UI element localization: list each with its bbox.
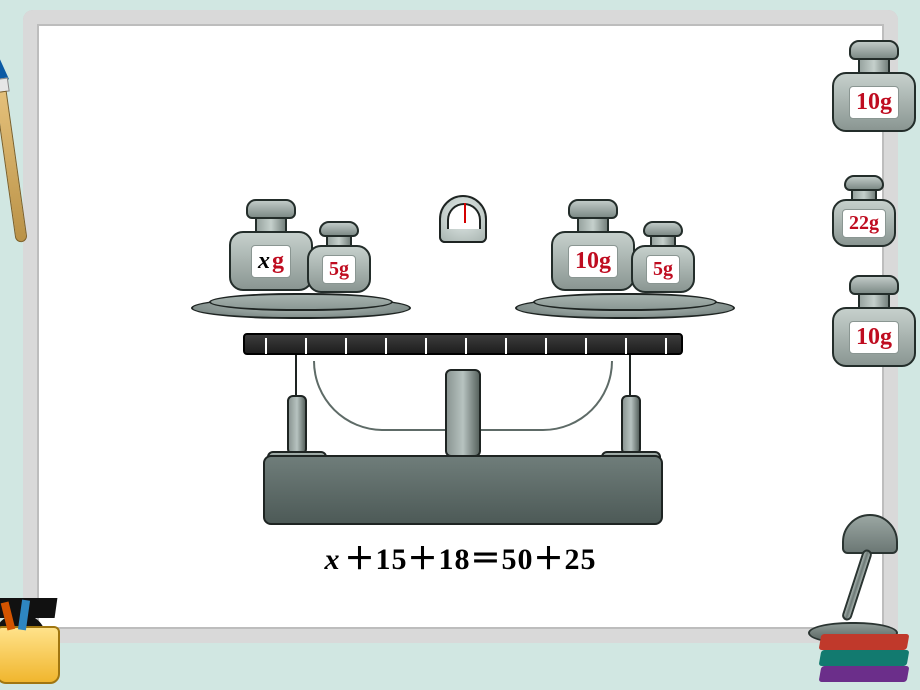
whiteboard: xg 5g 10g 5g x＋15＋18＝50＋25 [23, 10, 898, 643]
scale-beam [243, 333, 683, 355]
pencilcup-decor [0, 626, 60, 684]
equation-text: ＋15＋18＝50＋25 [345, 543, 597, 576]
weight-x-label: xg [251, 245, 291, 278]
scale-hanger-left [295, 355, 297, 399]
side-weight-2: 10g [832, 275, 916, 367]
weight-left-5g: 5g [307, 221, 371, 293]
side-weight-0: 10g [832, 40, 916, 132]
scale-base [263, 455, 663, 525]
scale-dial [439, 195, 487, 243]
weight-right-5g: 5g [631, 221, 695, 293]
weight-right-5g-label: 5g [646, 255, 680, 284]
weight-right-10g-label: 10g [568, 245, 618, 278]
scale-post-right [621, 395, 641, 455]
scale-pan-right [515, 297, 735, 319]
weight-x: xg [229, 199, 313, 291]
side-weight-0-label: 10g [849, 86, 899, 119]
scale-post-left [287, 395, 307, 455]
books-decor [820, 628, 908, 682]
weight-right-10g: 10g [551, 199, 635, 291]
side-weight-2-label: 10g [849, 321, 899, 354]
equation: x＋15＋18＝50＋25 [23, 534, 898, 578]
weight-left-5g-label: 5g [322, 255, 356, 284]
balance-scale: xg 5g 10g 5g [183, 205, 743, 525]
scale-hanger-right [629, 355, 631, 399]
scale-pan-left [191, 297, 411, 319]
side-weight-1-label: 22g [842, 209, 886, 238]
side-weight-1: 22g [832, 175, 896, 247]
desk-lamp-decor [802, 514, 898, 644]
scale-pillar [445, 369, 481, 457]
equation-x: x [325, 543, 341, 576]
